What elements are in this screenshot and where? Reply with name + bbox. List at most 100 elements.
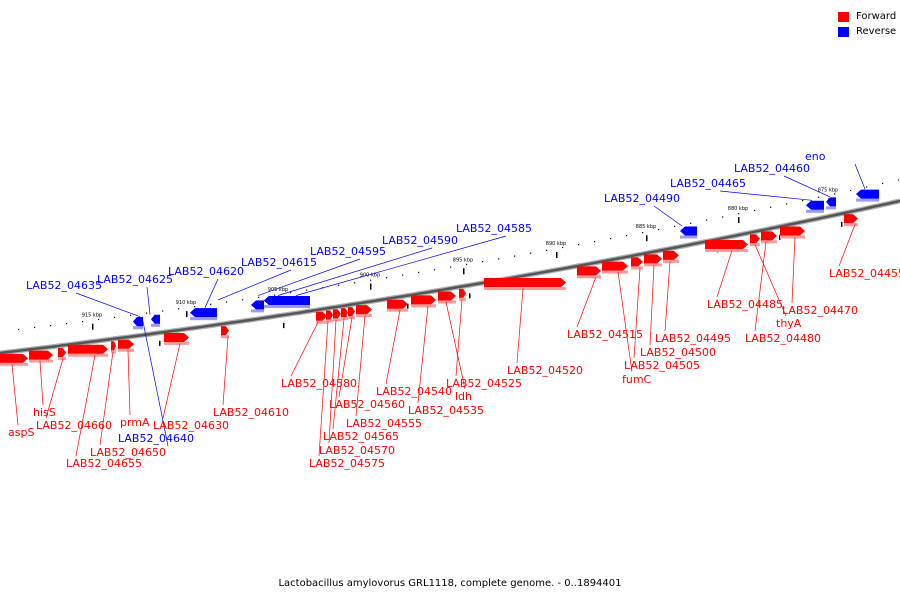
gene-shadow: [705, 248, 748, 252]
ruler-dot: [242, 299, 244, 301]
ruler-dot: [146, 312, 148, 314]
gene-leader: [791, 236, 796, 304]
gene-arrow: [750, 234, 760, 244]
gene-shadow: [602, 270, 628, 274]
kbp-tick: [556, 252, 558, 258]
scale-tick: [159, 340, 161, 346]
ruler-dot: [482, 261, 484, 263]
ruler-dot: [738, 213, 740, 215]
gene-label: LAB52_04585: [456, 222, 532, 235]
gene-label: LAB52_04630: [153, 419, 229, 432]
gene-shadow: [58, 356, 66, 360]
gene-shadow: [251, 309, 264, 313]
gene-leader: [11, 364, 19, 426]
gene-leader: [332, 318, 345, 430]
ruler-dot: [754, 209, 756, 212]
gene-arrow: [644, 254, 662, 264]
gene-label: LAB52_04465: [670, 177, 746, 190]
gene-shadow: [221, 335, 229, 339]
gene-shadow: [856, 198, 879, 202]
ruler-dot: [786, 203, 788, 205]
gene-shadow: [411, 304, 436, 308]
ruler-dot: [162, 310, 164, 312]
gene-arrow: [190, 308, 217, 318]
gene-label: prmA: [120, 416, 150, 429]
gene-leader: [754, 241, 767, 332]
ruler-dot: [802, 200, 804, 202]
scale-tick: [779, 234, 781, 240]
gene-arrow: [221, 326, 229, 336]
gene-leader: [783, 175, 831, 198]
gene-leader: [217, 269, 292, 301]
reverse-swatch: [838, 26, 849, 37]
gene-leader: [146, 286, 151, 315]
ruler-dot: [338, 284, 340, 286]
ruler-dot: [850, 189, 852, 192]
ruler-dot: [498, 258, 500, 260]
gene-label: LAB52_04460: [734, 162, 810, 175]
gene-arrow: [631, 257, 643, 267]
gene-label: LAB52_04525: [446, 377, 522, 390]
gene-leader: [75, 355, 96, 457]
ruler-dot: [658, 228, 660, 231]
ruler-dot: [306, 289, 308, 291]
ruler-dot: [578, 244, 580, 246]
strand-legend: Forward Reverse: [838, 9, 896, 39]
kbp-tick: [463, 268, 465, 275]
gene-label: LAB52_04480: [745, 332, 821, 345]
ruler-dot: [626, 235, 628, 237]
ruler-dot: [370, 279, 372, 281]
gene-shadow: [663, 259, 679, 263]
kbp-tick-label: 900 kbp: [360, 273, 380, 279]
gene-shadow: [164, 341, 189, 345]
ruler-dot: [770, 206, 772, 208]
gene-leader: [295, 235, 507, 296]
gene-arrow: [341, 308, 348, 318]
kbp-tick-label: 880 kbp: [728, 206, 748, 212]
kbp-tick-label: 885 kbp: [636, 224, 656, 230]
gene-leader: [162, 343, 181, 419]
gene-leader: [39, 361, 44, 406]
ruler-dot: [642, 232, 644, 234]
forward-swatch: [838, 11, 849, 22]
gene-label: LAB52_04650: [90, 446, 166, 459]
gene-arrow: [151, 314, 160, 324]
ruler-dot: [674, 225, 676, 227]
gene-shadow: [341, 317, 348, 321]
gene-label: fumC: [622, 373, 652, 386]
gene-leader: [328, 319, 337, 444]
gene-arrow: [438, 291, 456, 301]
ruler-dot: [98, 318, 100, 321]
gene-label: LAB52_04620: [168, 265, 244, 278]
gene-label: LAB52_04570: [319, 444, 395, 457]
gene-leader: [99, 351, 114, 446]
legend-reverse: Reverse: [838, 24, 896, 39]
gene-label: LAB52_04615: [241, 256, 317, 269]
gene-leader: [75, 292, 141, 317]
gene-shadow: [806, 209, 824, 213]
gene-label: aspS: [8, 426, 34, 439]
gene-shadow: [826, 206, 836, 210]
kbp-tick-label: 875 kbp: [818, 188, 838, 194]
gene-arrow: [58, 347, 66, 357]
ruler-dot: [706, 219, 708, 221]
gene-leader: [127, 350, 131, 416]
gene-shadow: [264, 305, 310, 309]
ruler-dot: [82, 321, 84, 323]
scale-tick: [407, 303, 409, 309]
gene-shadow: [438, 300, 456, 304]
gene-arrow: [577, 266, 601, 276]
ruler-dot: [562, 246, 564, 249]
gene-leader: [455, 299, 463, 377]
backbone: [0, 199, 900, 355]
gene-label: LAB52_04485: [707, 298, 783, 311]
legend-forward: Forward: [838, 9, 896, 24]
gene-label: LAB52_04590: [382, 234, 458, 247]
scale-tick: [841, 221, 843, 227]
gene-label: LAB52_04490: [604, 192, 680, 205]
gene-label: hisS: [33, 406, 56, 419]
gene-arrow: [806, 200, 824, 210]
kbp-tick-label: 890 kbp: [546, 241, 566, 247]
gene-leader: [204, 278, 219, 308]
gene-label: eno: [805, 150, 826, 163]
